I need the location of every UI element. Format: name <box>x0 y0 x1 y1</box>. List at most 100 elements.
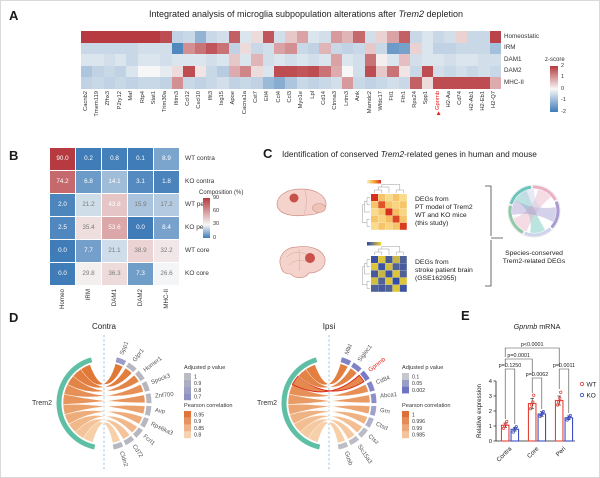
composition-value: 17.2 <box>160 201 173 209</box>
heatmap-cell <box>330 54 343 66</box>
heatmap-col-label: Etl4 <box>264 91 271 101</box>
mini-heatmap-cell <box>371 277 378 285</box>
trem2-arc <box>281 357 321 450</box>
composition-cell <box>102 263 127 285</box>
composition-value: 0.0 <box>58 247 67 255</box>
heatmap-row-label: Homeostatic <box>504 32 539 40</box>
composition-cell <box>154 194 179 216</box>
panel-e-label: E <box>461 308 470 323</box>
heatmap-cell <box>319 31 332 43</box>
heatmap-cell <box>398 42 411 55</box>
human-degs-text: DEGs from stroke patient brain (GSE162955) <box>415 259 473 282</box>
heatmap-cell <box>421 31 434 43</box>
heatmap-cell <box>115 65 127 78</box>
mini-heatmap-cell <box>371 215 378 223</box>
data-point <box>530 403 534 407</box>
heatmap-cell <box>432 65 445 78</box>
chord-ribbon-Spock3 <box>63 384 144 398</box>
heatmap-col-label: Mamdc2 <box>366 91 373 114</box>
mini-heatmap-cell <box>385 284 393 292</box>
gene-label-Avp: Avp <box>154 408 166 416</box>
adjusted-p-legend-swatch <box>184 379 191 387</box>
heatmap-cell <box>330 31 343 43</box>
heatmap-cell <box>353 77 366 89</box>
composition-cell <box>50 263 75 285</box>
heatmap-cell <box>149 31 161 43</box>
heatmap-cell <box>160 31 173 43</box>
heatmap-cell <box>239 54 252 66</box>
heatmap-cell <box>455 54 468 66</box>
mini-heatmap-cell <box>392 215 400 223</box>
heatmap-cell <box>115 77 127 89</box>
composition-cell <box>76 171 101 193</box>
mini-heatmap-cell <box>399 222 407 230</box>
heatmap-cell <box>205 42 218 55</box>
adjusted-p-legend-tick: 0.9 <box>194 381 201 387</box>
heatmap-cell <box>342 42 354 55</box>
mini-heatmap-cell <box>385 222 393 230</box>
composition-cell <box>154 240 179 262</box>
heatmap-col-label: H2-Q7 <box>491 91 498 109</box>
heatmap-cell <box>364 42 377 55</box>
mini-heatmap-cell <box>371 201 378 209</box>
heatmap-cell <box>455 77 468 89</box>
human-brain-icon <box>279 246 326 278</box>
heatmap-col-label: Apoe <box>230 91 237 105</box>
composition-cell <box>128 171 153 193</box>
chord-ribbon-Ctsz <box>293 415 363 434</box>
source-label: Trem2 <box>32 400 52 407</box>
gene-label-Cd72: Cd72 <box>131 444 144 460</box>
mini-heatmap-cell <box>385 194 393 201</box>
gene-label-Homer1: Homer1 <box>143 356 164 374</box>
mini-heatmap-cell <box>371 194 378 201</box>
heatmap-cell <box>444 31 456 43</box>
heatmap-cell <box>330 77 343 89</box>
heatmap-cell <box>103 77 116 89</box>
heatmap-col-label: Cd14 <box>321 91 328 105</box>
mini-heatmap-cell <box>392 277 400 285</box>
heatmap-cell <box>92 65 105 78</box>
composition-legend-tick: 90 <box>213 194 220 201</box>
human-lesion-dot <box>305 253 315 263</box>
pearson-legend-tick: 0.9 <box>194 419 201 425</box>
pearson-legend-title: Pearson correlation <box>402 403 451 409</box>
pearson-legend-title: Pearson correlation <box>184 403 233 409</box>
heatmap-cell <box>376 54 388 66</box>
heatmap-cell <box>387 65 400 78</box>
heatmap-cell <box>444 42 456 55</box>
gene-arc-Homer1 <box>135 370 145 382</box>
zscore-legend-tick: -1 <box>561 97 566 103</box>
composition-col-label: IRM <box>84 289 92 301</box>
heatmap-cell <box>319 42 332 55</box>
mini-heatmap-cell <box>392 194 400 201</box>
mini-heatmap-cell <box>392 208 400 216</box>
chord-ribbon-Znf700 <box>62 393 146 405</box>
gene-arc-Grn <box>369 405 377 416</box>
heatmap-cell <box>444 65 456 78</box>
heatmap-cell <box>432 77 445 89</box>
heatmap-cell <box>489 77 502 89</box>
heatmap-cell <box>81 31 93 43</box>
mini-heatmap-cell <box>371 263 378 271</box>
composition-col-label: DAM1 <box>110 289 118 307</box>
pvalue-label: p=0.0011 <box>553 363 575 369</box>
heatmap-col-label: Stat1 <box>150 91 157 105</box>
pvalue-label: p=0.1250 <box>499 363 522 369</box>
chord-ribbon-Slc15a3 <box>299 418 356 440</box>
composition-value: 0.0 <box>136 224 145 232</box>
composition-cell <box>50 217 75 239</box>
heatmap-col-label: P2ry12 <box>116 91 123 110</box>
panel-c-title-gene: Trem2 <box>380 149 405 159</box>
panel-b-label: B <box>9 148 19 163</box>
composition-value: 0.0 <box>58 270 67 278</box>
panel-e-bar-chart: Gpnmb mRNA 0 1 2 3 4 Relative expression Contra… <box>476 322 597 464</box>
gene-arc-Rps6ka3 <box>140 417 149 428</box>
bar-KO-Core <box>537 413 547 442</box>
pvalue-bracket <box>531 377 543 409</box>
heatmap-cell <box>92 77 105 89</box>
heatmap-col-label: Tmem119 <box>94 91 101 117</box>
heatmap-col-label: Rps24 <box>411 91 418 108</box>
heatmap-cell <box>387 54 400 66</box>
mini-heatmap-cell <box>392 256 400 263</box>
